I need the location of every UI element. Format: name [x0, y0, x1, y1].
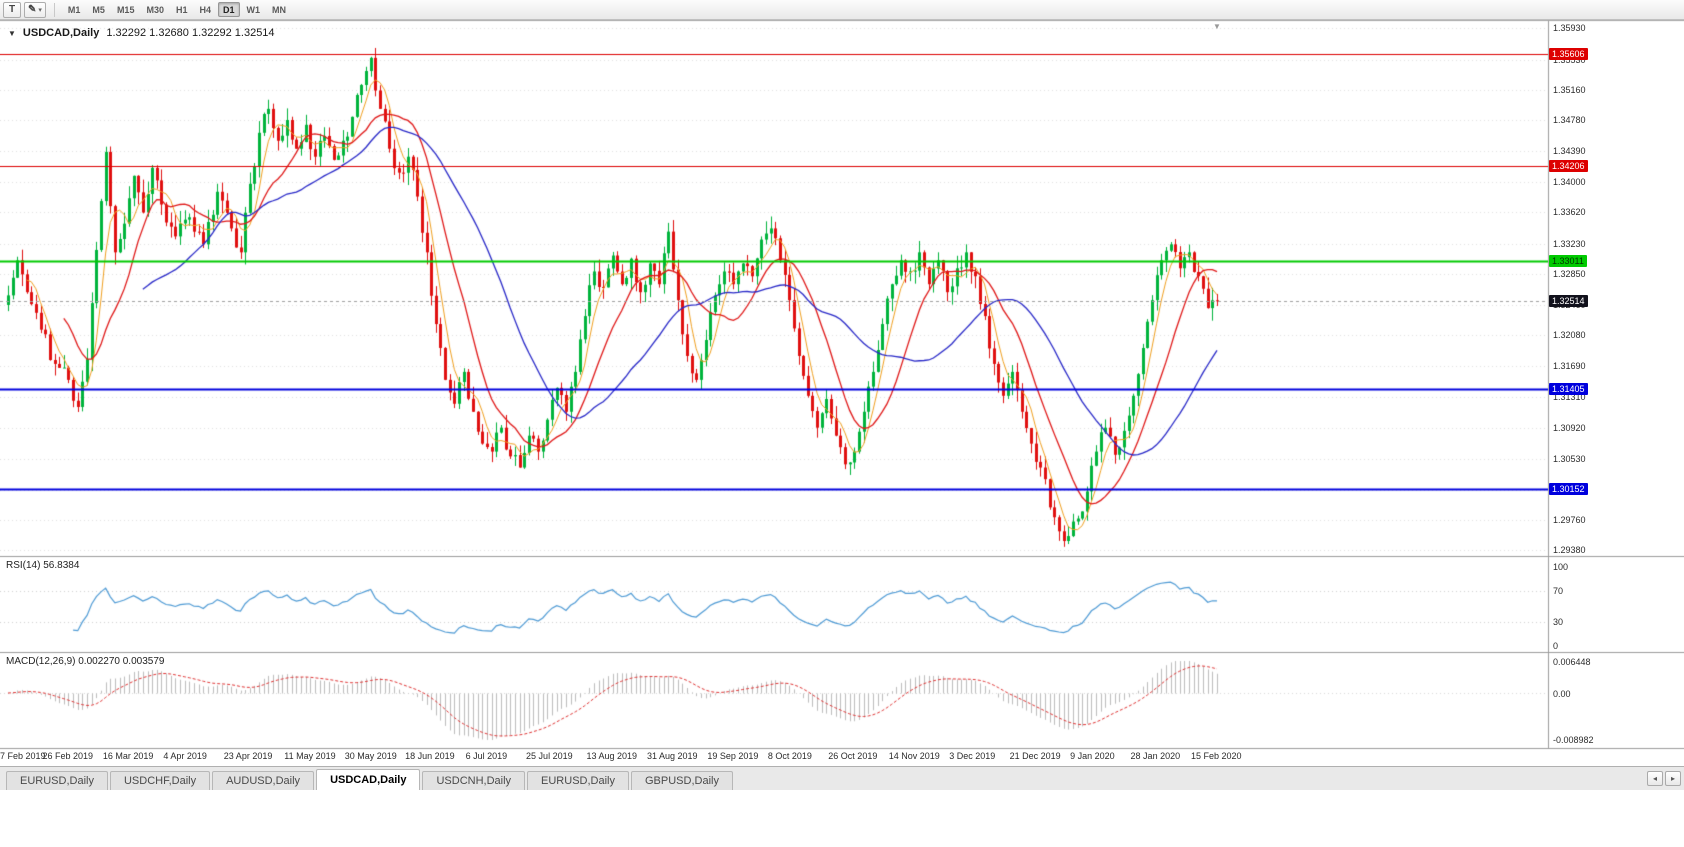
toolbar-separator: [53, 2, 55, 17]
timeframe-button-w1[interactable]: W1: [242, 2, 266, 17]
timeframe-button-m30[interactable]: M30: [141, 2, 169, 17]
timeframe-button-d1[interactable]: D1: [218, 2, 240, 17]
chart-tabs: EURUSD,Daily USDCHF,Daily AUDUSD,Daily USDC…: [6, 767, 735, 790]
timeframe-button-m5[interactable]: M5: [87, 2, 110, 17]
collapse-icon[interactable]: ▼: [8, 28, 16, 38]
chart-tab-usdchf-1[interactable]: USDCHF,Daily: [109, 771, 211, 790]
chevron-down-icon: ▾: [38, 6, 42, 14]
timeframe-bar: M1 M5 M15 M30 H1 H4 D1 W1 MN: [63, 2, 291, 17]
timeframe-button-m1[interactable]: M1: [63, 2, 86, 17]
toolbar: T ✎ ▾ M1 M5 M15 M30 H1 H4 D1 W1 MN: [0, 0, 1684, 20]
tab-scroll-right-button[interactable]: ▸: [1665, 771, 1681, 786]
chart-title-bar: ▼ USDCAD,Daily 1.32292 1.32680 1.32292 1…: [8, 27, 275, 39]
chart-tab-usdcad-3[interactable]: USDCAD,Daily: [316, 769, 421, 790]
rsi-label: RSI(14) 56.8384: [6, 560, 80, 571]
symbol-label: USDCAD,Daily: [22, 27, 100, 39]
timeframe-button-h4[interactable]: H4: [194, 2, 216, 17]
timeframe-button-m15[interactable]: M15: [112, 2, 140, 17]
pencil-icon: ✎: [28, 4, 37, 15]
chart-tab-usdcnh-4[interactable]: USDCNH,Daily: [422, 771, 526, 790]
chart-tab-bar: EURUSD,Daily USDCHF,Daily AUDUSD,Daily USDC…: [0, 766, 1684, 790]
tab-scroll-controls: ◂ ▸: [1647, 771, 1681, 786]
macd-label: MACD(12,26,9) 0.002270 0.003579: [6, 656, 165, 667]
chart-tab-eurusd-0[interactable]: EURUSD,Daily: [6, 771, 108, 790]
text-tool-button[interactable]: T: [3, 1, 21, 18]
timeframe-button-h1[interactable]: H1: [171, 2, 193, 17]
chart-tab-audusd-2[interactable]: AUDUSD,Daily: [212, 771, 315, 790]
ohlc-values: 1.32292 1.32680 1.32292 1.32514: [106, 27, 275, 39]
colored-pencil-tool-button[interactable]: ✎ ▾: [24, 1, 46, 18]
chart-tab-eurusd-5[interactable]: EURUSD,Daily: [527, 771, 629, 790]
timeframe-button-mn[interactable]: MN: [267, 2, 291, 17]
tab-scroll-left-button[interactable]: ◂: [1647, 771, 1663, 786]
chart-tab-gbpusd-6[interactable]: GBPUSD,Daily: [631, 771, 733, 790]
